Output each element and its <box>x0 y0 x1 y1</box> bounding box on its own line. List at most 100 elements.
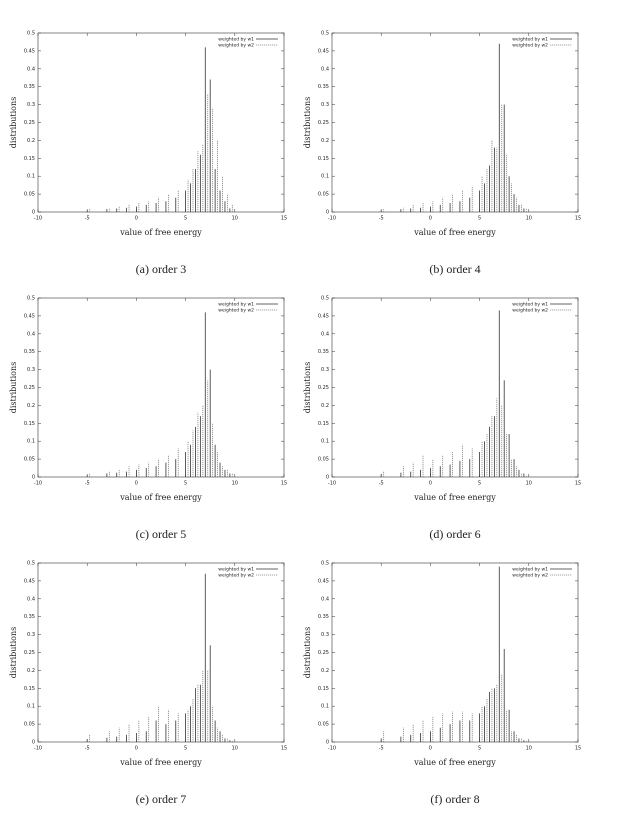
x-tick-label: -5 <box>379 216 384 222</box>
x-tick-label: -10 <box>328 481 336 487</box>
y-tick-label: 0.35 <box>318 349 329 355</box>
y-tick-label: 0.3 <box>27 367 35 373</box>
legend-label: weighted by w2 <box>218 573 254 579</box>
y-tick-label: 0 <box>326 475 329 481</box>
x-tick-label: 5 <box>184 216 187 222</box>
y-tick-label: 0.25 <box>318 650 329 656</box>
y-tick-label: 0.1 <box>27 704 35 710</box>
y-tick-label: 0.5 <box>321 561 329 567</box>
y-tick-label: 0.5 <box>27 296 35 302</box>
legend-label: weighted by w1 <box>218 302 254 308</box>
x-tick-label: -5 <box>379 481 384 487</box>
x-tick-label: -10 <box>34 216 42 222</box>
x-tick-label: 0 <box>135 481 138 487</box>
y-tick-label: 0.2 <box>321 138 329 144</box>
y-tick-label: 0 <box>32 475 35 481</box>
y-tick-label: 0.5 <box>27 561 35 567</box>
x-tick-label: 5 <box>478 481 481 487</box>
y-tick-label: 0.5 <box>321 31 329 37</box>
legend-label: weighted by w1 <box>218 37 254 43</box>
y-axis-label: distributions <box>303 627 312 679</box>
y-tick-label: 0.4 <box>321 66 329 72</box>
y-tick-label: 0.3 <box>321 367 329 373</box>
x-axis-label: value of free energy <box>413 758 496 767</box>
plot-frame <box>37 297 285 478</box>
y-tick-label: 0.4 <box>27 596 35 602</box>
x-tick-label: 0 <box>135 216 138 222</box>
x-tick-label: 5 <box>184 481 187 487</box>
x-tick-label: 0 <box>429 481 432 487</box>
y-axis-label: distributions <box>9 362 18 414</box>
y-tick-label: 0.3 <box>27 102 35 108</box>
y-tick-label: 0.45 <box>318 48 329 54</box>
x-tick-label: 5 <box>184 746 187 752</box>
y-axis-label: distributions <box>9 627 18 679</box>
x-tick-label: 10 <box>232 746 238 752</box>
y-tick-label: 0.35 <box>24 614 35 620</box>
y-tick-label: 0 <box>326 210 329 216</box>
x-tick-label: 5 <box>478 216 481 222</box>
y-tick-label: 0.45 <box>24 578 35 584</box>
y-tick-label: 0.15 <box>318 686 329 692</box>
y-tick-label: 0.1 <box>27 439 35 445</box>
y-tick-label: 0.35 <box>24 349 35 355</box>
x-axis-label: value of free energy <box>413 228 496 237</box>
x-tick-label: 0 <box>429 216 432 222</box>
legend-label: weighted by w2 <box>218 43 254 49</box>
y-tick-label: 0.45 <box>24 313 35 319</box>
y-tick-label: 0.1 <box>321 174 329 180</box>
y-tick-label: 0.15 <box>318 421 329 427</box>
y-tick-label: 0.2 <box>321 668 329 674</box>
legend-label: weighted by w1 <box>512 567 548 573</box>
y-tick-label: 0.5 <box>27 31 35 37</box>
y-axis-label: distributions <box>9 97 18 149</box>
x-axis-label: value of free energy <box>119 228 202 237</box>
x-tick-label: -5 <box>85 481 90 487</box>
y-tick-label: 0.2 <box>321 403 329 409</box>
x-tick-label: 10 <box>232 216 238 222</box>
x-tick-label: 10 <box>526 481 532 487</box>
legend-label: weighted by w2 <box>218 308 254 314</box>
y-tick-label: 0.45 <box>318 578 329 584</box>
caption: (c) order 5 <box>136 527 187 541</box>
plot-frame <box>331 32 579 213</box>
y-tick-label: 0.15 <box>24 421 35 427</box>
y-tick-label: 0.25 <box>318 385 329 391</box>
plot-frame <box>37 562 285 743</box>
y-tick-label: 0.2 <box>27 138 35 144</box>
y-tick-label: 0.45 <box>24 48 35 54</box>
x-tick-label: -10 <box>328 216 336 222</box>
y-tick-label: 0.05 <box>24 457 35 463</box>
y-tick-label: 0.3 <box>321 102 329 108</box>
y-tick-label: 0 <box>326 740 329 746</box>
legend-label: weighted by w1 <box>512 37 548 43</box>
legend-label: weighted by w2 <box>512 573 548 579</box>
x-tick-label: 10 <box>526 746 532 752</box>
x-tick-label: 15 <box>281 746 287 752</box>
y-tick-label: 0.05 <box>318 192 329 198</box>
y-tick-label: 0.35 <box>318 84 329 90</box>
y-tick-label: 0.4 <box>27 66 35 72</box>
y-axis-label: distributions <box>303 362 312 414</box>
x-tick-label: -5 <box>379 746 384 752</box>
y-tick-label: 0.25 <box>24 120 35 126</box>
x-tick-label: 10 <box>232 481 238 487</box>
y-tick-label: 0.15 <box>318 156 329 162</box>
y-tick-label: 0.4 <box>27 331 35 337</box>
y-tick-label: 0.35 <box>318 614 329 620</box>
legend-label: weighted by w1 <box>218 567 254 573</box>
y-tick-label: 0.25 <box>24 650 35 656</box>
x-tick-label: -10 <box>328 746 336 752</box>
x-tick-label: 0 <box>135 746 138 752</box>
y-tick-label: 0.05 <box>318 457 329 463</box>
plot-frame <box>331 562 579 743</box>
y-tick-label: 0.4 <box>321 331 329 337</box>
caption: (f) order 8 <box>430 792 479 806</box>
x-tick-label: 15 <box>575 216 581 222</box>
y-tick-label: 0.25 <box>318 120 329 126</box>
y-tick-label: 0.15 <box>24 686 35 692</box>
y-tick-label: 0.2 <box>27 668 35 674</box>
x-tick-label: -10 <box>34 481 42 487</box>
y-tick-label: 0 <box>32 740 35 746</box>
